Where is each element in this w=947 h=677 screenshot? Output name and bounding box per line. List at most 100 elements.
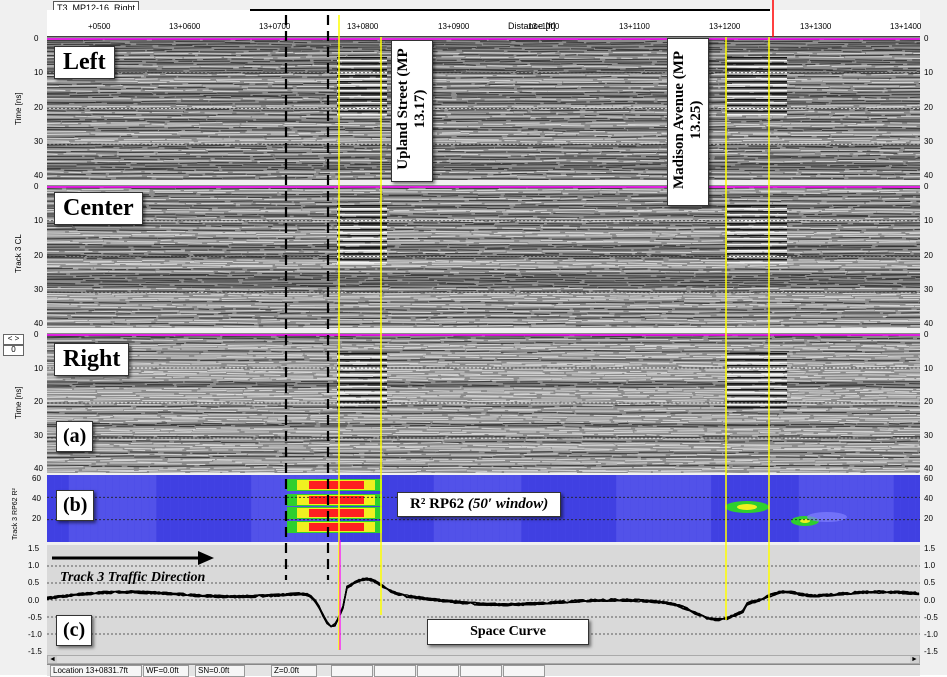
axis-label: Time [ns]: [14, 91, 23, 125]
space-tick-label: -0.5: [924, 612, 938, 622]
space-curve-plot: [47, 565, 920, 635]
distance-tick-label: 13+1300: [800, 22, 832, 31]
upland-street-label: Upland Street (MP 13.17): [391, 40, 433, 182]
horizontal-scrollbar[interactable]: ◄ ►: [47, 655, 920, 664]
rp-tick-label: 60: [924, 474, 933, 483]
status-wf: WF=0.0ft: [143, 665, 189, 677]
time-tick-label: 0: [34, 34, 39, 43]
scroll-left-button[interactable]: ◄: [48, 656, 57, 663]
space-tick-label: 1.0: [924, 561, 936, 571]
status-location: Location 13+0831.7ft: [50, 665, 142, 677]
distance-tick-label: 13+0600: [169, 22, 201, 31]
space-tick-label: -1.5: [924, 647, 938, 657]
time-tick-label: 20: [924, 397, 933, 406]
distance-tick-label: 13+0900: [438, 22, 470, 31]
status-empty-5: [503, 665, 545, 677]
distance-ruler: Distance [ft] +0500 13+0600 13+0700 13+0800…: [47, 10, 922, 37]
distance-axis-title: Distance [ft]: [508, 21, 556, 31]
time-tick-label: 10: [34, 363, 43, 373]
time-tick-label: 30: [924, 136, 933, 146]
axis-label: Track 3 CL: [14, 233, 23, 273]
time-tick-label: 20: [34, 397, 43, 406]
space-tick-label: -1.0: [28, 630, 42, 639]
time-tick-label: 10: [924, 216, 933, 226]
status-empty-1: [331, 665, 373, 677]
radargram-texture: [47, 333, 920, 473]
time-tick-label: 10: [924, 363, 933, 373]
time-tick-label: 0: [924, 34, 929, 43]
rp-tick-label: 40: [32, 494, 41, 503]
time-tick-label: 40: [34, 171, 43, 180]
status-bar: Location 13+0831.7ft WF=0.0ft SN=0.0ft Z…: [47, 664, 920, 677]
scroll-right-button[interactable]: ►: [910, 656, 919, 663]
time-tick-label: 40: [924, 319, 933, 328]
distance-tick-label: 13+0800: [347, 22, 379, 31]
status-sn: SN=0.0ft: [195, 665, 245, 677]
zero-button[interactable]: 0: [3, 345, 24, 356]
axis-label: Time [ns]: [14, 386, 23, 419]
distance-tick-label: 13+1200: [709, 22, 741, 31]
label-right: Right: [54, 343, 130, 376]
radargram-right[interactable]: [47, 333, 920, 473]
radargram-texture: [47, 185, 920, 328]
radargram-texture: [47, 37, 920, 180]
space-tick-label: -0.5: [28, 612, 42, 622]
status-empty-2: [374, 665, 416, 677]
madison-avenue-label: Madison Avenue (MP 13.25): [667, 38, 709, 206]
distance-tick-label: +0500: [88, 22, 111, 31]
space-tick-label: 1.5: [28, 544, 40, 553]
rp-tick-label: 20: [32, 514, 41, 523]
space-tick-label: 1.0: [28, 561, 40, 571]
status-empty-3: [417, 665, 459, 677]
time-tick-label: 10: [34, 68, 43, 78]
status-empty-4: [460, 665, 502, 677]
nav-arrows-button[interactable]: < >: [3, 334, 24, 345]
space-curve-label: Space Curve: [427, 619, 589, 645]
time-tick-label: 0: [924, 330, 929, 339]
rp-axis-label: Track 3 RP62 R²: [12, 488, 19, 540]
distance-tick-label: 13+1000: [528, 22, 560, 31]
time-tick-label: 40: [924, 464, 933, 473]
time-tick-label: 20: [34, 250, 43, 260]
label-left: Left: [54, 46, 115, 79]
time-tick-label: 40: [924, 171, 933, 180]
time-tick-label: 20: [924, 250, 933, 260]
traffic-direction-arrow: [52, 551, 214, 565]
time-tick-label: 0: [34, 182, 39, 191]
space-tick-label: 1.5: [924, 544, 936, 553]
space-tick-label: -1.0: [924, 630, 938, 639]
time-tick-label: 30: [34, 136, 43, 146]
rp-tick-label: 40: [924, 494, 933, 503]
time-tick-label: 20: [924, 102, 933, 112]
space-tick-label: 0.5: [28, 578, 40, 588]
label-a: (a): [56, 421, 94, 452]
time-tick-label: 30: [34, 430, 43, 440]
time-tick-label: 30: [924, 430, 933, 440]
rp62-title-box: R² RP62 (50′ window): [397, 492, 562, 517]
label-b: (b): [56, 490, 95, 521]
rp-tick-label: 60: [32, 474, 41, 483]
time-tick-label: 40: [34, 464, 43, 473]
label-center: Center: [54, 192, 143, 225]
time-tick-label: 0: [924, 182, 929, 191]
time-tick-label: 10: [34, 216, 43, 226]
time-tick-label: 30: [34, 284, 43, 294]
traffic-direction-label: Track 3 Traffic Direction: [60, 570, 206, 585]
space-tick-label: 0.0: [28, 595, 40, 605]
time-tick-label: 40: [34, 319, 43, 328]
distance-tick-label: 13+1100: [619, 22, 650, 31]
space-tick-label: -1.5: [28, 647, 42, 657]
rp-tick-label: 20: [924, 514, 933, 523]
space-tick-label: 0.5: [924, 578, 936, 588]
radargram-center[interactable]: [47, 185, 920, 328]
space-tick-label: 0.0: [924, 595, 936, 605]
time-tick-label: 0: [34, 330, 39, 339]
distance-tick-label: 13+1400: [890, 22, 922, 31]
time-tick-label: 20: [34, 102, 43, 112]
distance-tick-label: 13+0700: [259, 22, 291, 31]
time-tick-label: 30: [924, 284, 933, 294]
label-c: (c): [56, 615, 93, 646]
status-z: Z=0.0ft: [271, 665, 317, 677]
radargram-left[interactable]: [47, 37, 920, 180]
